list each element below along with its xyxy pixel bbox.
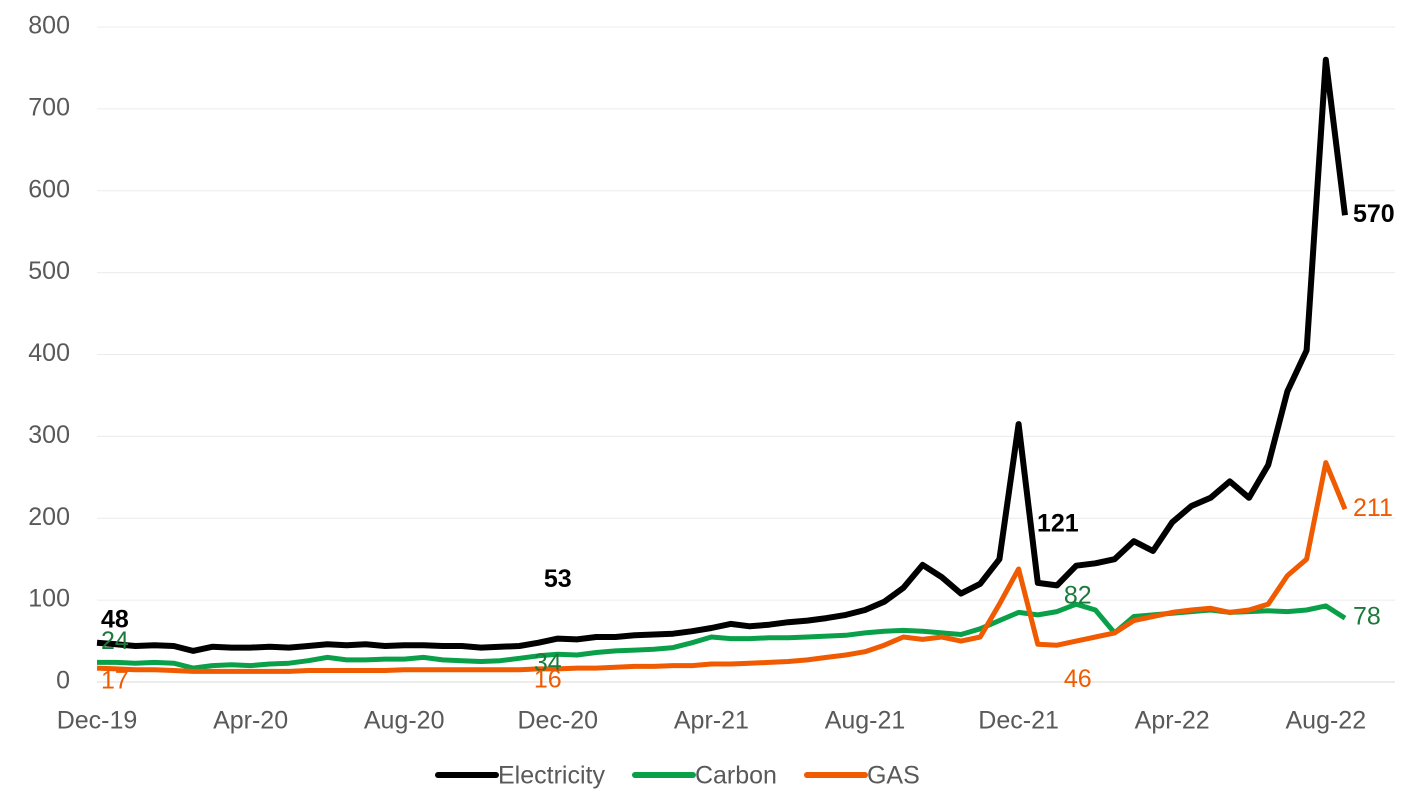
y-tick-label: 800	[28, 12, 70, 40]
x-tick-label: Aug-20	[364, 707, 445, 735]
legend-label: GAS	[867, 762, 920, 790]
x-tick-label: Apr-20	[213, 707, 288, 735]
data-label: 17	[101, 667, 129, 695]
data-label: 211	[1353, 494, 1393, 522]
x-tick-label: Aug-22	[1285, 707, 1366, 735]
data-label: 570	[1353, 200, 1395, 228]
data-label: 24	[101, 627, 129, 655]
series-line	[97, 601, 1347, 671]
series-line	[96, 460, 1348, 674]
y-tick-label: 300	[28, 421, 70, 449]
x-tick-label: Apr-22	[1135, 707, 1210, 735]
x-tick-label: Dec-21	[978, 707, 1059, 735]
x-tick-label: Apr-21	[674, 707, 749, 735]
y-tick-label: 400	[28, 339, 70, 367]
legend-label: Electricity	[498, 762, 605, 790]
y-tick-label: 0	[56, 667, 70, 695]
x-tick-label: Aug-21	[825, 707, 906, 735]
y-tick-label: 700	[28, 93, 70, 121]
legend-label: Carbon	[695, 762, 777, 790]
data-label: 46	[1064, 665, 1092, 693]
data-label: 16	[534, 666, 562, 694]
y-tick-label: 600	[28, 175, 70, 203]
data-label: 48	[101, 605, 129, 633]
data-label: 121	[1037, 510, 1079, 538]
x-tick-label: Dec-19	[57, 707, 138, 735]
y-tick-label: 500	[28, 257, 70, 285]
data-label: 53	[544, 565, 572, 593]
data-label: 78	[1353, 603, 1381, 631]
y-tick-label: 100	[28, 585, 70, 613]
data-label: 82	[1064, 581, 1092, 609]
series-line	[96, 56, 1348, 654]
x-tick-label: Dec-20	[518, 707, 599, 735]
data-label: 34	[534, 649, 562, 677]
y-tick-label: 200	[28, 503, 70, 531]
